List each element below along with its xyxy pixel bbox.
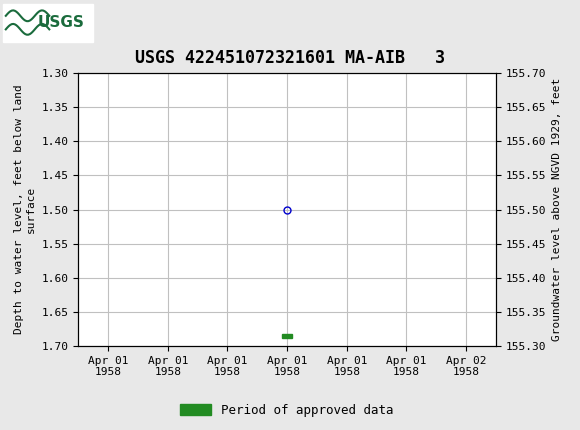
Legend: Period of approved data: Period of approved data — [175, 399, 399, 422]
Y-axis label: Groundwater level above NGVD 1929, feet: Groundwater level above NGVD 1929, feet — [552, 78, 561, 341]
Text: USGS: USGS — [38, 15, 84, 30]
Text: USGS 422451072321601 MA-AIB   3: USGS 422451072321601 MA-AIB 3 — [135, 49, 445, 67]
FancyBboxPatch shape — [3, 3, 93, 42]
Y-axis label: Depth to water level, feet below land
surface: Depth to water level, feet below land su… — [14, 85, 36, 335]
Bar — [282, 334, 292, 338]
